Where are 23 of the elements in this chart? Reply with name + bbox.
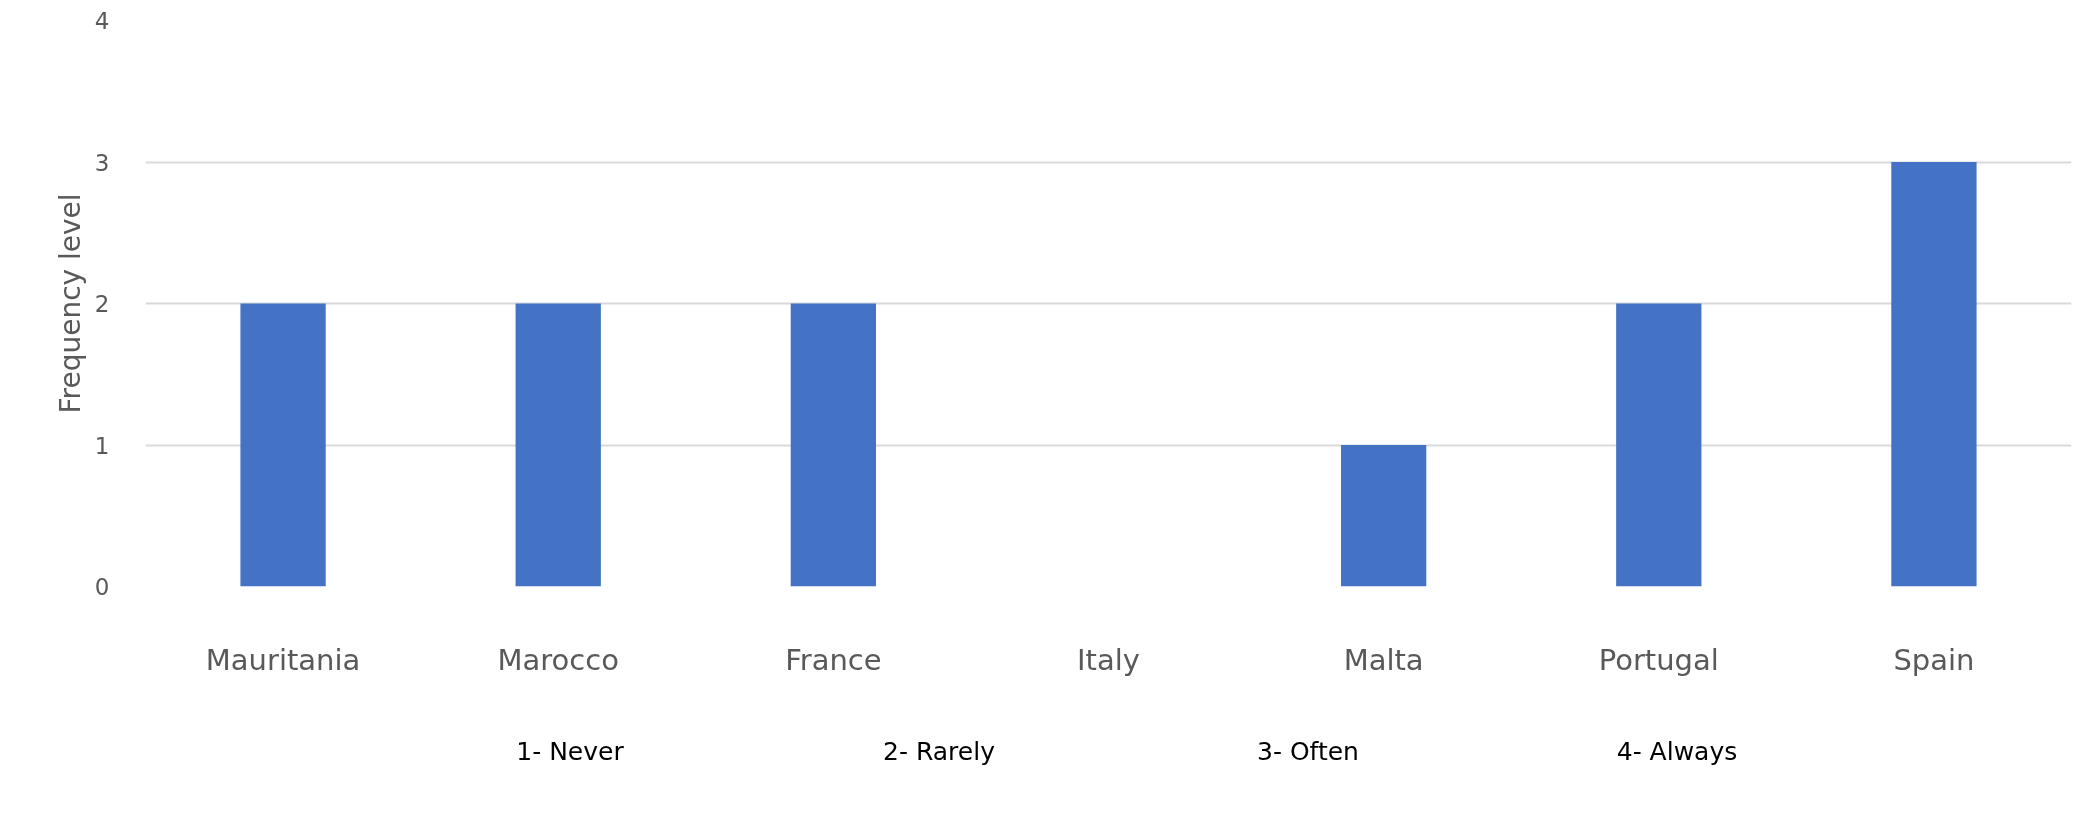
bar (1341, 445, 1427, 587)
y-axis-title: Frequency level (53, 193, 87, 414)
bar (1616, 303, 1702, 587)
x-tick-label: Malta (1343, 642, 1424, 677)
y-tick-label: 4 (94, 8, 110, 34)
y-tick-label: 0 (94, 574, 110, 600)
text: 1- Never (515, 736, 625, 768)
x-tick-label: Italy (1077, 642, 1140, 677)
x-tick-label: Mauritania (205, 642, 361, 677)
y-tick-label: 1 (94, 432, 110, 459)
x-tick-label: Spain (1893, 642, 1975, 677)
x-tick-label: France (785, 642, 882, 677)
x-tick-label: Portugal (1598, 642, 1719, 677)
bar (240, 303, 326, 587)
text: 3- Often (1256, 736, 1360, 768)
text: 2- Rarely (882, 736, 996, 768)
text: 4- Always (1615, 736, 1739, 768)
bar (790, 303, 876, 587)
bar (1891, 162, 1977, 587)
x-tick-label: Marocco (497, 642, 619, 677)
y-tick-label: 3 (94, 149, 110, 176)
bar (515, 303, 601, 587)
y-tick-label: 2 (94, 291, 110, 317)
